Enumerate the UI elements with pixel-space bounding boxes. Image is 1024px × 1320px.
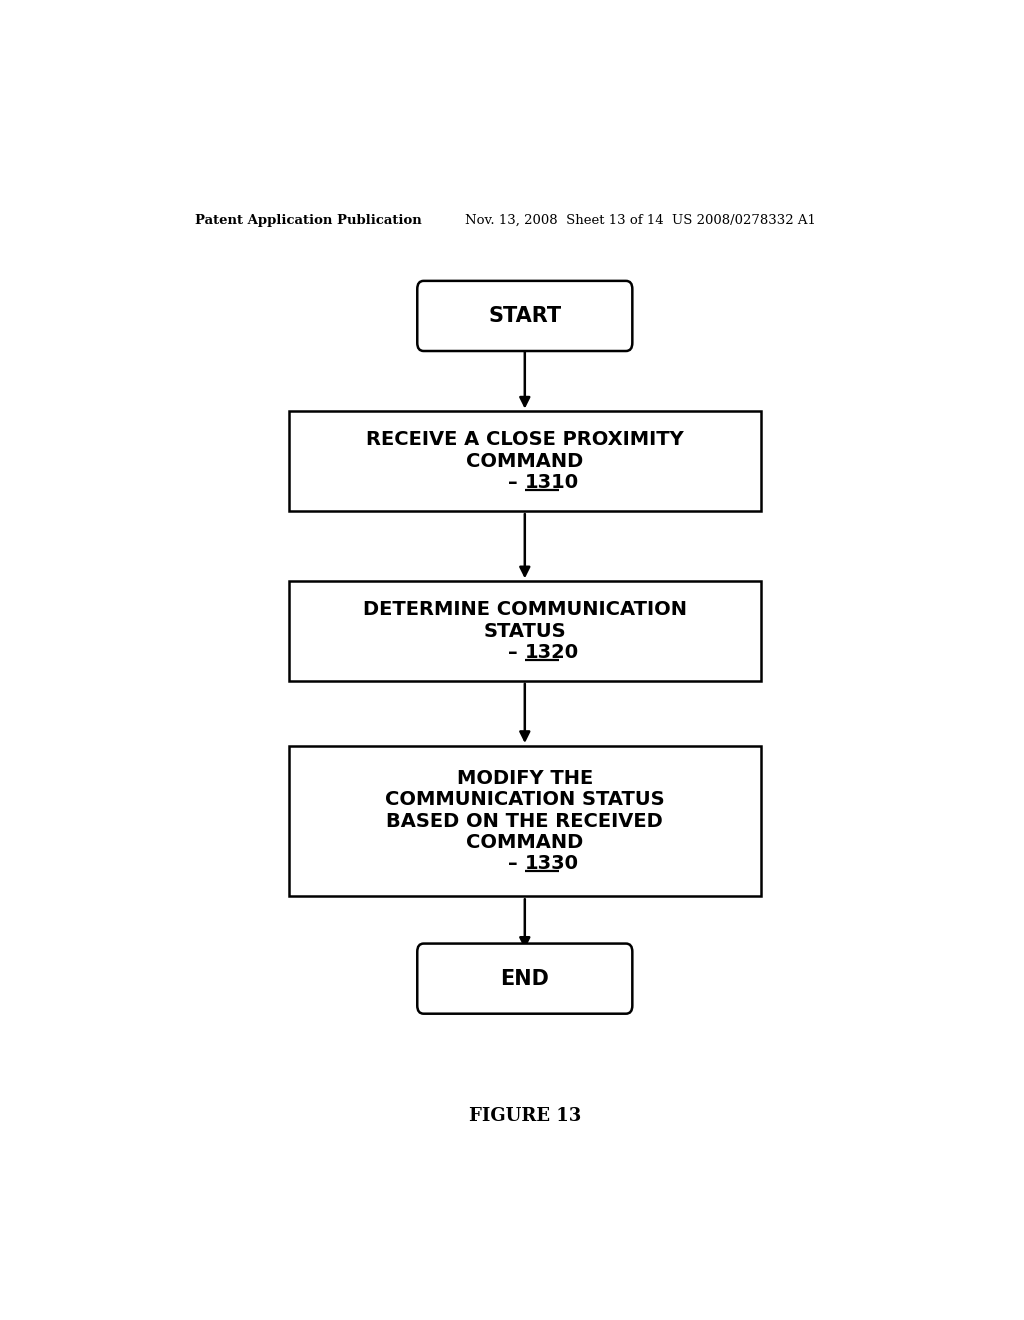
Text: Nov. 13, 2008  Sheet 13 of 14: Nov. 13, 2008 Sheet 13 of 14 [465, 214, 664, 227]
Text: MODIFY THE: MODIFY THE [457, 770, 593, 788]
Text: COMMAND: COMMAND [466, 833, 584, 851]
Text: DETERMINE COMMUNICATION: DETERMINE COMMUNICATION [362, 601, 687, 619]
Text: 1320: 1320 [524, 643, 579, 661]
Text: Patent Application Publication: Patent Application Publication [196, 214, 422, 227]
Bar [289, 581, 761, 681]
Text: COMMAND: COMMAND [466, 451, 584, 471]
Text: –: – [509, 643, 524, 661]
Text: –: – [509, 854, 524, 874]
Text: FIGURE 13: FIGURE 13 [469, 1107, 581, 1125]
Text: 1330: 1330 [524, 854, 579, 874]
FancyBboxPatch shape [417, 944, 633, 1014]
Bar [289, 412, 761, 511]
Text: BASED ON THE RECEIVED: BASED ON THE RECEIVED [386, 812, 664, 830]
Text: 1310: 1310 [524, 473, 579, 492]
Text: COMMUNICATION STATUS: COMMUNICATION STATUS [385, 791, 665, 809]
Text: –: – [509, 473, 524, 492]
Text: END: END [501, 969, 549, 989]
Text: US 2008/0278332 A1: US 2008/0278332 A1 [672, 214, 815, 227]
Text: STATUS: STATUS [483, 622, 566, 640]
Text: RECEIVE A CLOSE PROXIMITY: RECEIVE A CLOSE PROXIMITY [366, 430, 684, 449]
Text: START: START [488, 306, 561, 326]
Bar [289, 746, 761, 896]
FancyBboxPatch shape [417, 281, 633, 351]
